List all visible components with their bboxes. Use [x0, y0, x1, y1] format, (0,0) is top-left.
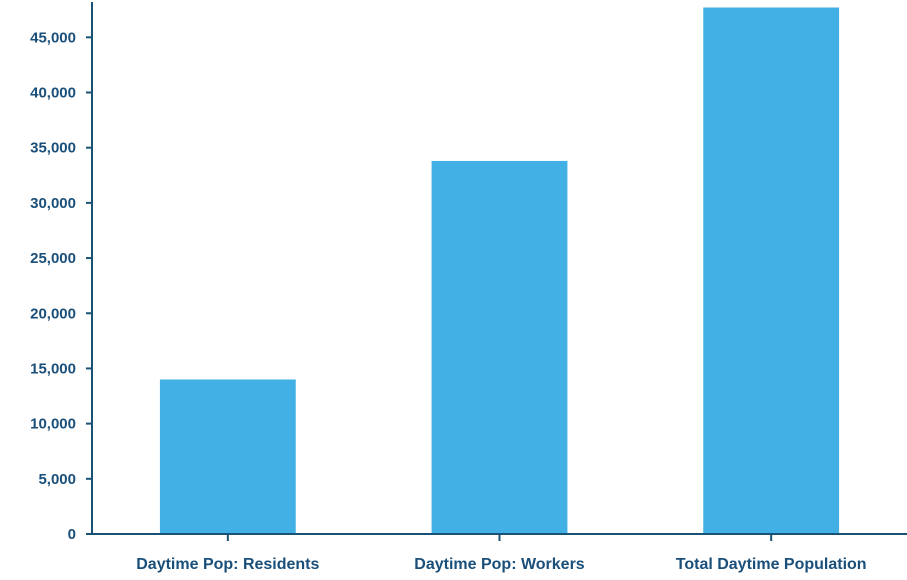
y-tick-label: 5,000 [38, 471, 76, 488]
y-tick-label: 0 [68, 526, 76, 543]
x-category-label: Daytime Pop: Workers [414, 556, 585, 573]
x-category-label: Daytime Pop: Residents [136, 556, 319, 573]
y-tick-label: 30,000 [30, 195, 76, 212]
bar-3 [703, 7, 840, 534]
y-tick-label: 35,000 [30, 140, 76, 157]
y-tick-label: 40,000 [30, 85, 76, 102]
y-axis-ticks: 0 5,000 10,000 15,000 20,000 25,000 30,000 35,0… [30, 29, 92, 543]
y-tick-label: 20,000 [30, 305, 76, 322]
bars-layer [159, 7, 840, 535]
x-category-label: Total Daytime Population [676, 556, 867, 573]
bar-1 [159, 379, 296, 534]
y-tick-label: 25,000 [30, 250, 76, 267]
y-tick-label: 10,000 [30, 416, 76, 433]
x-axis-labels: Daytime Pop: Residents Daytime Pop: Worke… [136, 534, 867, 573]
y-tick-label: 45,000 [30, 29, 76, 46]
y-tick-label: 15,000 [30, 360, 76, 377]
bar-2 [431, 160, 568, 535]
